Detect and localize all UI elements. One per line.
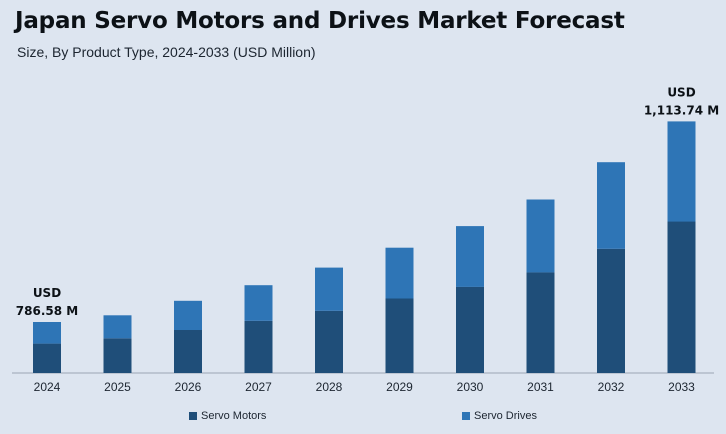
callout-2024-line-2: 786.58 M: [16, 304, 78, 318]
chart-legend: Servo Motors Servo Drives: [0, 410, 726, 426]
bar-servo-motors-2030: [456, 286, 484, 373]
legend-label-servo-drives: Servo Drives: [474, 410, 537, 422]
x-tick-label-2029: 2029: [386, 380, 413, 394]
bar-servo-motors-2026: [174, 330, 202, 373]
x-tick-label-2028: 2028: [316, 380, 343, 394]
x-tick-label-2030: 2030: [457, 380, 484, 394]
legend-swatch-servo-motors: [189, 412, 197, 420]
bar-servo-drives-2030: [456, 226, 484, 287]
bar-servo-motors-2025: [103, 338, 132, 373]
x-tick-label-2031: 2031: [527, 380, 554, 394]
legend-item-servo-drives: Servo Drives: [462, 410, 537, 422]
legend-label-servo-motors: Servo Motors: [201, 410, 267, 422]
bar-servo-motors-2029: [385, 298, 414, 373]
bar-servo-drives-2032: [597, 162, 625, 249]
callout-2033-line-1: USD: [667, 85, 695, 99]
bar-servo-drives-2033: [667, 121, 696, 222]
bar-servo-motors-2032: [597, 248, 625, 373]
callout-2033-line-2: 1,113.74 M: [644, 103, 719, 117]
callout-2024-line-1: USD: [33, 286, 61, 300]
chart-title: Japan Servo Motors and Drives Market For…: [15, 8, 625, 34]
bar-servo-motors-2031: [526, 272, 555, 373]
bar-servo-drives-2029: [385, 247, 414, 299]
bar-servo-drives-2028: [315, 267, 343, 311]
bar-servo-drives-2026: [174, 300, 202, 330]
bar-servo-drives-2025: [103, 315, 132, 339]
x-tick-label-2024: 2024: [34, 380, 61, 394]
x-tick-label-2032: 2032: [598, 380, 625, 394]
x-tick-label-2025: 2025: [104, 380, 131, 394]
callout-2033: USD 1,113.74 M: [644, 85, 719, 117]
bar-servo-motors-2024: [33, 343, 61, 373]
bar-servo-drives-2027: [244, 285, 273, 321]
bar-servo-drives-2024: [33, 322, 61, 344]
legend-item-servo-motors: Servo Motors: [189, 410, 266, 422]
bar-servo-drives-2031: [526, 199, 555, 273]
x-tick-label-2026: 2026: [175, 380, 202, 394]
bar-servo-motors-2028: [315, 310, 343, 373]
chart-subtitle: Size, By Product Type, 2024-2033 (USD Mi…: [17, 44, 316, 60]
callout-2024: USD 786.58 M: [16, 286, 78, 318]
x-tick-label-2027: 2027: [245, 380, 272, 394]
bar-servo-motors-2033: [667, 221, 696, 373]
bar-servo-motors-2027: [244, 320, 273, 373]
x-tick-label-2033: 2033: [668, 380, 695, 394]
legend-swatch-servo-drives: [462, 412, 470, 420]
